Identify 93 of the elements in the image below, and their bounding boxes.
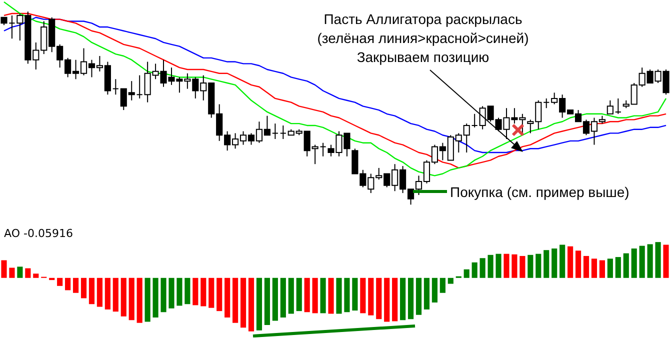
bar (591, 258, 598, 278)
candlestick (471, 113, 478, 128)
annotation: Покупка (см. пример выше) (450, 183, 630, 202)
bar (256, 278, 262, 330)
candlestick (272, 123, 278, 140)
bar (607, 258, 613, 278)
bar (208, 278, 214, 308)
bar (168, 278, 174, 308)
bar (631, 248, 637, 278)
chart-title: AO -0.05916 (4, 227, 73, 240)
candlestick (543, 98, 550, 109)
bar (655, 242, 661, 278)
bar (599, 260, 605, 278)
bar (472, 262, 478, 278)
bar (216, 278, 222, 312)
bar (552, 248, 558, 278)
bar (512, 254, 518, 278)
bar (49, 278, 55, 280)
bar (344, 278, 350, 312)
bar (104, 278, 110, 310)
bar (504, 254, 510, 278)
bar (88, 278, 95, 304)
bar (312, 278, 318, 314)
bar (57, 278, 63, 286)
bar (424, 278, 430, 310)
bar (136, 278, 142, 323)
bar (408, 278, 414, 320)
bar (128, 278, 134, 320)
bar (280, 278, 286, 318)
bar (9, 268, 15, 278)
bar (240, 278, 246, 328)
bar (416, 278, 422, 315)
bar (200, 278, 206, 306)
bar (464, 269, 470, 278)
bar (304, 278, 310, 312)
bar (120, 278, 126, 316)
candlestick (136, 74, 143, 99)
bar (583, 256, 590, 278)
bar (520, 256, 526, 278)
bar (328, 278, 334, 314)
bar (448, 278, 454, 284)
bar (17, 266, 23, 278)
bar (560, 244, 566, 278)
bar (536, 254, 542, 278)
bar (288, 278, 294, 314)
bar (152, 278, 158, 318)
bar (639, 246, 645, 278)
bar (65, 278, 71, 290)
candlestick (280, 124, 286, 140)
bar (272, 278, 278, 321)
bar (544, 250, 550, 278)
bar (320, 278, 326, 314)
bar (176, 278, 182, 306)
bar (568, 246, 574, 278)
bar (144, 278, 150, 322)
candlestick (614, 98, 622, 114)
bar (496, 254, 502, 278)
bar (360, 278, 366, 314)
bar (488, 254, 494, 278)
bar (368, 278, 374, 316)
bar (72, 278, 79, 293)
bar (33, 274, 39, 278)
bar (224, 278, 230, 318)
bar (96, 278, 102, 307)
bar (440, 278, 446, 293)
bar (575, 250, 582, 278)
bar (615, 257, 621, 278)
bar (528, 254, 534, 278)
bar (184, 278, 190, 304)
bar (480, 258, 486, 278)
bar (248, 278, 254, 332)
bar (647, 244, 653, 278)
bar (232, 278, 238, 323)
bar (80, 278, 87, 298)
bar (264, 278, 270, 325)
bar (25, 268, 31, 278)
annotation: Пасть Аллигатора раскрылась (зелёная линия>красной>синей) Закрываем позицию (316, 10, 530, 67)
bar (112, 278, 118, 312)
bar (336, 278, 342, 314)
bar (392, 278, 398, 322)
bar (623, 253, 629, 278)
bar (384, 278, 390, 322)
bar (1, 260, 7, 278)
bar (400, 278, 406, 320)
bar (160, 278, 166, 312)
bar (352, 278, 358, 311)
bar (663, 244, 669, 278)
bar (192, 278, 198, 306)
candlestick (606, 100, 614, 114)
bar (296, 278, 302, 312)
bar (376, 278, 382, 320)
candlestick (112, 78, 119, 96)
bar (432, 278, 438, 303)
